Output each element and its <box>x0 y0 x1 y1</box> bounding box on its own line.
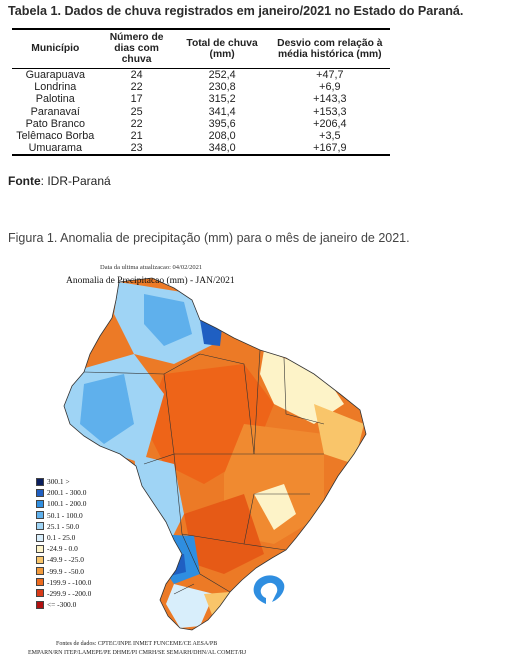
table-cell: +3,5 <box>319 130 341 143</box>
table-cell: +47,7 <box>316 69 344 81</box>
header-dias: Número de dias com chuva <box>109 32 164 65</box>
header-municipio: Município <box>31 43 80 54</box>
table-cell: 230,8 <box>208 81 236 94</box>
table-cell: 23 <box>130 142 143 155</box>
legend-item: -299.9 - -200.0 <box>36 588 91 599</box>
table-cell: Palotina <box>35 93 75 106</box>
table-cell: 348,0 <box>208 142 236 155</box>
legend-swatch <box>36 567 44 576</box>
legend-item: -199.9 - -100.0 <box>36 577 91 588</box>
table-cell: 208,0 <box>208 130 236 143</box>
table-cell: 315,2 <box>208 93 236 106</box>
legend-swatch <box>36 555 44 564</box>
legend-swatch <box>36 544 44 553</box>
table-row: Telêmaco Borba 21 208,0 +3,5 <box>12 130 390 142</box>
legend-item: 100.1 - 200.0 <box>36 498 91 509</box>
legend-swatch <box>36 600 44 609</box>
legend-swatch <box>36 511 44 520</box>
table-row: Umuarama 23 348,0 +167,9 <box>12 142 390 156</box>
legend-swatch <box>36 488 44 497</box>
legend-item: -99.9 - -50.0 <box>36 566 91 577</box>
legend-label: 300.1 > <box>47 477 70 487</box>
legend-label: 50.1 - 100.0 <box>47 510 83 520</box>
anomaly-map-figure: Data da ultima atualizacao: 04/02/2021 A… <box>24 254 388 657</box>
table-row: Palotina 17 315,2 +143,3 <box>12 93 390 105</box>
figure-caption: Figura 1. Anomalia de precipitação (mm) … <box>8 231 410 245</box>
map-sources-line-2: EMPARN/RN ITEP/LAMEPE/PE DHME/PI CMRH/SE… <box>28 650 247 656</box>
legend-label: 100.1 - 200.0 <box>47 499 87 509</box>
inpe-logo-icon <box>253 575 285 604</box>
legend-item: 200.1 - 300.0 <box>36 487 91 498</box>
state-borders <box>83 349 325 595</box>
legend-item: -49.9 - -25.0 <box>36 554 91 565</box>
brazil-anomaly-map <box>63 277 367 631</box>
legend-item: 25.1 - 50.0 <box>36 521 91 532</box>
table-cell: +206,4 <box>313 117 347 130</box>
table-cell: Telêmaco Borba <box>16 130 95 143</box>
table-row: Londrina 22 230,8 +6,9 <box>12 81 390 93</box>
source-text: : IDR-Paraná <box>40 174 111 188</box>
map-sources-line-1: Fontes de dados: CPTEC/INPE INMET FUNCEM… <box>56 641 218 647</box>
legend-swatch <box>36 499 44 508</box>
table-cell: 25 <box>130 105 143 118</box>
legend-item: 50.1 - 100.0 <box>36 510 91 521</box>
brazil-outline <box>63 277 367 631</box>
table-cell: 395,6 <box>208 117 236 130</box>
legend-swatch <box>36 578 44 587</box>
table-cell: 17 <box>130 93 143 106</box>
map-legend: 300.1 >200.1 - 300.0 100.1 - 200.0 50.1 - … <box>36 476 91 610</box>
table-cell: Londrina <box>34 81 77 94</box>
table-cell: 21 <box>130 130 143 143</box>
legend-swatch <box>36 477 44 486</box>
table-row: Pato Branco 22 395,6 +206,4 <box>12 118 390 130</box>
table-header-row: Município Número de dias com chuva Total… <box>12 29 390 69</box>
header-total: Total de chuva (mm) <box>186 37 258 60</box>
legend-label: -49.9 - -25.0 <box>47 555 84 565</box>
legend-label: 25.1 - 50.0 <box>47 521 80 531</box>
legend-label: 200.1 - 300.0 <box>47 488 87 498</box>
legend-label: <= -300.0 <box>47 600 77 610</box>
legend-swatch <box>36 522 44 531</box>
legend-label: -99.9 - -50.0 <box>47 566 84 576</box>
map-update-date: Data da ultima atualizacao: 04/02/2021 <box>100 264 203 271</box>
table-caption: Tabela 1. Dados de chuva registrados em … <box>8 4 464 18</box>
table-cell: 22 <box>130 81 143 94</box>
source-label: Fonte <box>8 174 41 188</box>
map-title: Anomalia de Precipitacao (mm) - JAN/2021 <box>66 276 235 286</box>
legend-label: -24.9 - 0.0 <box>47 544 78 554</box>
table-row: Guarapuava 24 252,4 +47,7 <box>12 69 390 82</box>
table-cell: +167,9 <box>313 142 347 155</box>
table-cell: Pato Branco <box>25 117 85 130</box>
legend-item: -24.9 - 0.0 <box>36 543 91 554</box>
table-cell: +143,3 <box>313 93 347 106</box>
legend-item: 300.1 > <box>36 476 91 487</box>
table-cell: Paranavaí <box>30 105 80 118</box>
table-cell: 22 <box>130 117 143 130</box>
table-cell: 252,4 <box>208 69 236 81</box>
legend-item: <= -300.0 <box>36 599 91 610</box>
table-cell: Umuarama <box>28 142 82 155</box>
header-desvio: Desvio com relação à média histórica (mm… <box>277 37 383 60</box>
legend-swatch <box>36 589 44 598</box>
rain-data-table: Município Número de dias com chuva Total… <box>12 28 390 156</box>
legend-label: 0.1 - 25.0 <box>47 533 76 543</box>
legend-item: 0.1 - 25.0 <box>36 532 91 543</box>
table-cell: +153,3 <box>313 105 347 118</box>
table-cell: 24 <box>130 69 143 81</box>
table-source: Fonte: IDR-Paraná <box>8 174 111 188</box>
table-cell: 341,4 <box>208 105 236 118</box>
legend-label: -299.9 - -200.0 <box>47 588 92 598</box>
table-cell: Guarapuava <box>25 69 85 81</box>
table-cell: +6,9 <box>319 81 341 94</box>
legend-swatch <box>36 533 44 542</box>
legend-label: -199.9 - -100.0 <box>47 577 92 587</box>
table-row: Paranavaí 25 341,4 +153,3 <box>12 106 390 118</box>
